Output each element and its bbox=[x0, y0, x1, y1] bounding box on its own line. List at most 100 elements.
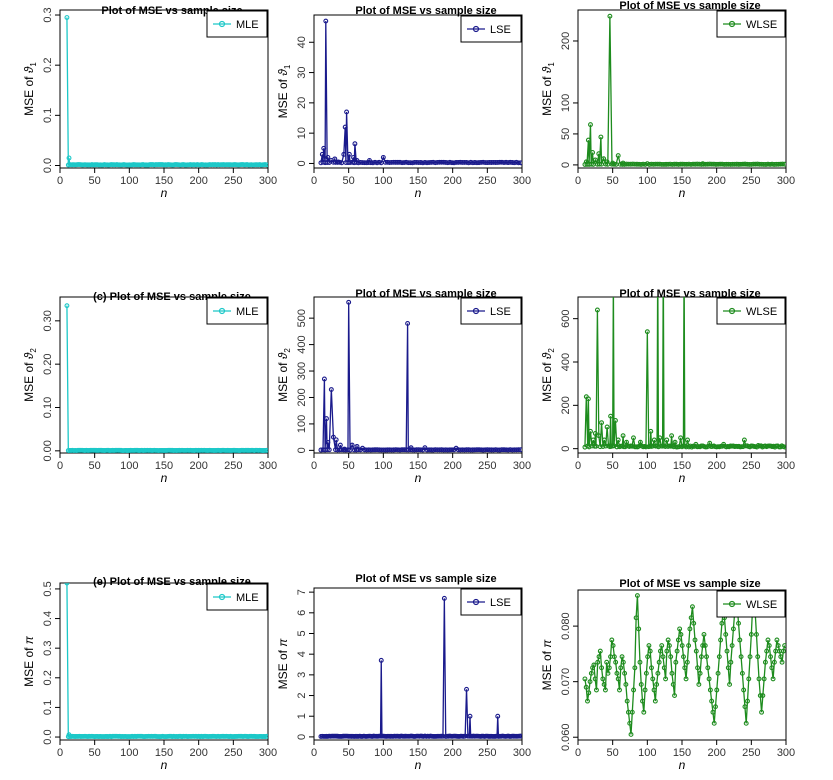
data-point bbox=[516, 160, 521, 166]
data-point bbox=[598, 134, 604, 140]
legend-marker bbox=[728, 600, 736, 608]
y-axis-label: MSE of ϑ1 bbox=[276, 64, 292, 118]
data-point bbox=[709, 698, 715, 704]
data-point bbox=[620, 659, 626, 665]
data-point bbox=[337, 159, 343, 165]
data-point bbox=[759, 709, 765, 715]
x-tick-label: 0 bbox=[575, 460, 581, 472]
legend-box bbox=[206, 10, 268, 38]
data-point bbox=[264, 447, 268, 453]
data-point bbox=[664, 648, 670, 654]
data-point bbox=[672, 439, 678, 445]
data-point bbox=[646, 643, 652, 649]
x-axis-label: n bbox=[679, 186, 686, 200]
data-point bbox=[693, 648, 699, 654]
data-point bbox=[328, 387, 334, 392]
data-point bbox=[654, 681, 660, 687]
data-point bbox=[467, 713, 473, 719]
data-point bbox=[656, 659, 662, 665]
data-point bbox=[612, 418, 618, 423]
legend-marker bbox=[218, 307, 226, 315]
y-axis-label: MSE of ϑ1 bbox=[540, 62, 556, 116]
y-tick-label: 0 bbox=[560, 446, 572, 452]
data-point bbox=[729, 643, 735, 649]
y-tick-label: 1 bbox=[296, 713, 308, 719]
data-point bbox=[64, 15, 70, 20]
data-point bbox=[647, 648, 653, 654]
data-point bbox=[342, 124, 348, 130]
data-point bbox=[745, 698, 750, 704]
data-point bbox=[634, 593, 640, 599]
x-tick-label: 50 bbox=[89, 460, 101, 472]
x-tick-label: 300 bbox=[513, 460, 531, 472]
legend-label: MLE bbox=[236, 306, 259, 318]
data-point bbox=[591, 662, 597, 668]
data-point bbox=[695, 665, 701, 671]
x-tick-label: 150 bbox=[673, 175, 691, 187]
y-tick-label: 200 bbox=[560, 32, 572, 50]
data-point bbox=[585, 137, 591, 143]
data-point bbox=[586, 444, 592, 450]
data-point bbox=[779, 659, 785, 665]
data-point bbox=[714, 687, 720, 693]
data-point bbox=[326, 447, 332, 453]
y-axis-label: MSE of π bbox=[22, 635, 36, 687]
data-point bbox=[678, 435, 684, 441]
data-point bbox=[766, 643, 772, 649]
series-lse bbox=[318, 299, 522, 453]
data-point bbox=[650, 676, 656, 682]
data-point bbox=[718, 637, 724, 643]
data-point bbox=[333, 437, 339, 443]
data-point bbox=[780, 648, 786, 654]
data-point bbox=[682, 252, 686, 256]
data-point bbox=[675, 637, 681, 643]
data-point bbox=[724, 648, 730, 654]
data-point bbox=[321, 376, 327, 382]
data-point bbox=[344, 109, 350, 115]
data-point bbox=[346, 299, 352, 305]
data-point bbox=[613, 659, 619, 665]
data-point bbox=[349, 442, 355, 448]
data-point bbox=[611, 443, 617, 449]
x-tick-label: 150 bbox=[673, 747, 691, 759]
y-tick-label: 0.00 bbox=[42, 440, 54, 461]
data-point bbox=[706, 676, 712, 682]
x-tick-label: 250 bbox=[224, 747, 242, 759]
data-point bbox=[378, 657, 384, 663]
y-tick-label: 30 bbox=[296, 66, 308, 78]
data-point bbox=[643, 670, 649, 676]
data-point bbox=[760, 693, 766, 699]
data-point bbox=[629, 709, 635, 715]
data-point bbox=[614, 670, 620, 676]
data-point bbox=[768, 654, 773, 660]
data-point bbox=[648, 428, 654, 434]
legend-label: WLSE bbox=[746, 19, 777, 31]
data-point bbox=[441, 595, 447, 601]
data-point bbox=[659, 643, 665, 649]
data-point bbox=[592, 157, 598, 163]
x-tick-label: 300 bbox=[513, 747, 531, 759]
y-tick-label: 0.20 bbox=[42, 353, 54, 374]
x-tick-label: 100 bbox=[638, 460, 656, 472]
data-point bbox=[742, 704, 748, 710]
x-tick-label: 300 bbox=[259, 747, 277, 759]
data-point bbox=[632, 665, 638, 671]
data-point bbox=[599, 665, 605, 671]
data-point bbox=[615, 676, 621, 682]
data-point bbox=[628, 731, 634, 737]
series-line bbox=[584, 16, 785, 167]
data-point bbox=[341, 151, 347, 157]
data-point bbox=[346, 151, 352, 157]
data-point bbox=[707, 687, 713, 693]
data-point bbox=[600, 444, 606, 449]
x-tick-label: 100 bbox=[374, 175, 392, 187]
x-tick-label: 150 bbox=[409, 747, 427, 759]
data-point bbox=[321, 145, 327, 151]
data-point bbox=[622, 670, 628, 676]
x-tick-label: 150 bbox=[155, 460, 173, 472]
x-tick-label: 100 bbox=[120, 175, 138, 187]
data-point bbox=[657, 435, 663, 441]
data-point bbox=[633, 615, 639, 621]
x-tick-label: 200 bbox=[443, 175, 461, 187]
